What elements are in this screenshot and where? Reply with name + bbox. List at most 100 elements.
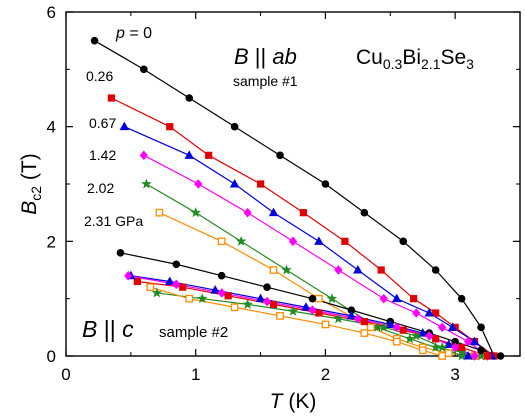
data-point-s9: [124, 270, 133, 281]
axis-ticks: 0 1 2 3 0 2 4 6: [47, 3, 520, 384]
y-tick-label: 6: [47, 3, 56, 22]
y-tick-label: 4: [47, 118, 56, 137]
data-point-s6: [308, 294, 317, 303]
data-point-s9: [217, 288, 226, 298]
pressure-label: 0.26: [86, 68, 113, 84]
data-point-s2: [314, 236, 324, 245]
series-line-c-9: [128, 275, 475, 357]
data-point-s3: [288, 236, 298, 247]
data-point-s7: [432, 335, 440, 343]
data-point-s5: [155, 208, 164, 217]
pressure-label: 0.67: [89, 115, 116, 131]
data-point-s10: [151, 287, 163, 298]
data-point-s2: [229, 179, 240, 188]
data-point-s0: [321, 180, 330, 188]
x-tick-label: 3: [450, 365, 459, 384]
data-point-s7: [483, 352, 492, 360]
data-point-s4: [141, 178, 152, 189]
data-point-s10: [378, 321, 390, 332]
data-point-s4: [475, 350, 487, 361]
data-point-s1: [377, 266, 385, 274]
data-point-s0: [185, 94, 194, 102]
data-point-s2: [353, 265, 363, 274]
data-point-s3: [412, 308, 421, 318]
x-tick-label: 1: [191, 365, 200, 384]
data-point-s7: [399, 326, 407, 334]
data-point-s11: [185, 294, 194, 303]
data-point-s5: [269, 266, 278, 274]
data-point-s4: [326, 293, 338, 304]
data-point-s0: [477, 323, 485, 332]
data-point-s10: [456, 350, 467, 361]
data-point-s11: [418, 346, 427, 355]
data-point-s7: [269, 300, 278, 308]
data-point-s9: [450, 342, 460, 353]
data-point-s0: [276, 151, 284, 160]
data-point-s11: [230, 303, 239, 312]
data-point-s2: [424, 308, 434, 317]
sample1-label: sample #1: [233, 73, 298, 89]
data-point-s10: [333, 313, 344, 324]
x-axis-title: T (K): [270, 390, 317, 413]
data-point-s11: [392, 337, 401, 346]
data-point-s7: [458, 343, 466, 351]
data-point-s6: [263, 283, 271, 292]
data-point-s0: [457, 294, 466, 303]
data-point-s7: [133, 277, 141, 286]
compound-formula: Cu0.3Bi2.1Se3: [356, 46, 474, 72]
data-point-s3: [437, 322, 447, 333]
data-point-s8: [301, 302, 311, 311]
data-point-s1: [432, 309, 440, 317]
data-point-s9: [425, 331, 434, 341]
data-point-s3: [139, 150, 149, 161]
data-point-s10: [411, 330, 422, 341]
data-point-s8: [255, 293, 266, 303]
data-point-s0: [230, 122, 239, 131]
data-point-s9: [262, 296, 272, 307]
data-point-s8: [463, 351, 473, 360]
data-point-s6: [217, 271, 226, 280]
data-point-s9: [353, 313, 363, 324]
data-point-s7: [360, 318, 368, 326]
data-point-s3: [379, 293, 388, 304]
data-point-s2: [184, 150, 195, 159]
data-point-s6: [451, 337, 459, 346]
data-point-s8: [164, 276, 175, 285]
y-tick-label: 2: [47, 232, 56, 251]
data-point-s2: [391, 293, 402, 303]
data-point-s7: [179, 283, 187, 291]
data-point-s3: [334, 265, 343, 275]
sample2-label: sample #2: [159, 324, 228, 341]
data-point-s5: [444, 349, 453, 357]
data-point-s7: [224, 292, 232, 300]
data-point-s1: [341, 237, 349, 245]
data-point-s11: [146, 283, 155, 292]
data-point-s1: [256, 180, 265, 188]
data-point-s8: [210, 285, 220, 294]
data-point-s4: [190, 207, 201, 218]
data-point-s4: [372, 321, 383, 332]
data-point-s0: [360, 208, 369, 217]
data-point-s2: [119, 121, 130, 131]
data-point-s11: [276, 312, 284, 320]
pressure-label: 1.42: [89, 147, 116, 163]
data-point-s0: [431, 266, 440, 274]
data-point-s7: [315, 309, 323, 317]
pressure-labels: p = 0 0.26 0.67 1.42 2.02 2.31 GPa: [84, 25, 152, 229]
data-point-s10: [242, 298, 253, 309]
data-point-s9: [392, 322, 401, 333]
data-point-s11: [360, 329, 369, 337]
pressure-label: 2.31 GPa: [84, 213, 143, 229]
data-point-s9: [470, 351, 479, 361]
data-point-s9: [308, 305, 317, 315]
data-point-s5: [366, 323, 375, 332]
data-point-s1: [299, 209, 307, 217]
data-point-s3: [194, 179, 203, 189]
x-tick-label: 0: [61, 365, 70, 384]
data-point-s8: [346, 310, 357, 320]
data-point-s1: [166, 123, 174, 131]
data-point-s5: [315, 294, 323, 303]
data-point-s9: [172, 279, 181, 290]
data-point-s4: [235, 235, 247, 246]
